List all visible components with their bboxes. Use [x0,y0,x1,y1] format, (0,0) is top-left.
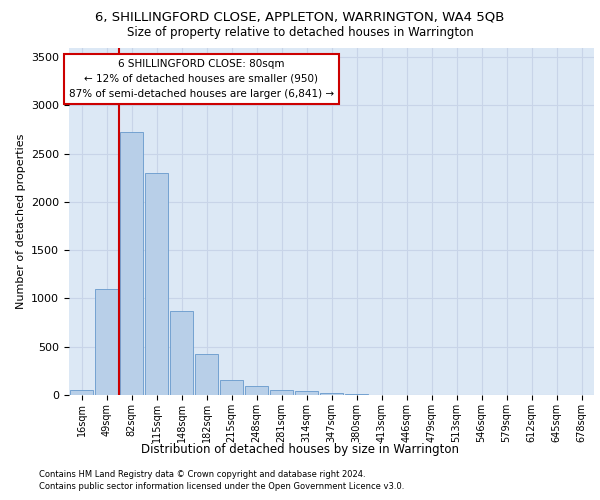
Bar [70,390,93,395]
Bar [170,311,193,395]
Text: Size of property relative to detached houses in Warrington: Size of property relative to detached ho… [127,26,473,39]
Y-axis label: Number of detached properties: Number of detached properties [16,134,26,309]
Bar [245,386,268,395]
Text: Contains HM Land Registry data © Crown copyright and database right 2024.: Contains HM Land Registry data © Crown c… [39,470,365,479]
Text: 6 SHILLINGFORD CLOSE: 80sqm
← 12% of detached houses are smaller (950)
87% of se: 6 SHILLINGFORD CLOSE: 80sqm ← 12% of det… [69,59,334,98]
Text: Distribution of detached houses by size in Warrington: Distribution of detached houses by size … [141,442,459,456]
Bar [145,173,168,395]
Bar [270,390,293,395]
Bar [320,392,343,395]
Bar [345,394,368,395]
Bar [195,354,218,395]
Text: 6, SHILLINGFORD CLOSE, APPLETON, WARRINGTON, WA4 5QB: 6, SHILLINGFORD CLOSE, APPLETON, WARRING… [95,11,505,24]
Bar [95,289,118,395]
Bar [295,391,318,395]
Bar [220,380,243,395]
Text: Contains public sector information licensed under the Open Government Licence v3: Contains public sector information licen… [39,482,404,491]
Bar [120,132,143,395]
